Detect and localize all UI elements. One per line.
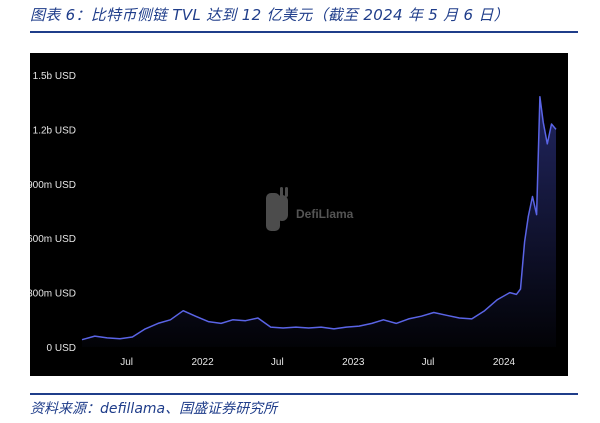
title-divider <box>30 31 578 33</box>
x-tick-label: 2024 <box>493 357 516 368</box>
y-axis: 0 USD 300m USD 600m USD 900m USD 1.2b USD 1.5… <box>30 71 76 354</box>
tvl-chart-svg: 0 USD 300m USD 600m USD 900m USD 1.2b USD 1.5… <box>30 71 557 368</box>
watermark: DefiLlama <box>266 187 354 231</box>
tvl-series-line <box>81 96 557 341</box>
x-tick-label: Jul <box>422 357 435 368</box>
x-tick-label: 2023 <box>342 357 365 368</box>
defillama-logo-icon <box>266 187 288 231</box>
tvl-area-fill <box>82 96 556 347</box>
x-tick-label: Jul <box>120 357 133 368</box>
x-axis: Jul 2022 Jul 2023 Jul 2024 <box>120 357 515 368</box>
x-tick-label: Jul <box>271 357 284 368</box>
y-tick-label: 1.5b USD <box>33 71 76 82</box>
y-tick-label: 900m USD <box>30 180 76 191</box>
y-tick-label: 1.2b USD <box>33 125 76 136</box>
y-tick-label: 300m USD <box>30 289 76 300</box>
x-tick-label: 2022 <box>191 357 214 368</box>
tvl-chart: 0 USD 300m USD 600m USD 900m USD 1.2b USD 1.5… <box>30 53 568 376</box>
figure-title: 图表 6：比特币侧链 TVL 达到 12 亿美元（截至 2024 年 5 月 6… <box>30 6 510 24</box>
y-tick-label: 600m USD <box>30 234 76 245</box>
source-note: 资料来源：defillama、国盛证券研究所 <box>30 401 278 417</box>
source-divider <box>30 393 578 395</box>
watermark-text: DefiLlama <box>296 207 354 221</box>
y-tick-label: 0 USD <box>47 343 76 354</box>
